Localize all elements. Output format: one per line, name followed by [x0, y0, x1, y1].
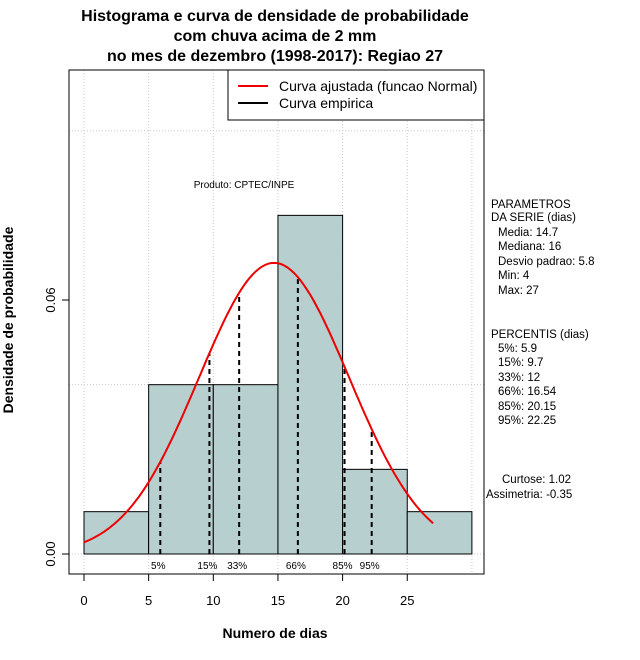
histogram-bar-1 — [83, 511, 150, 555]
percentile-lines-layer: 5% 15% 33% 66% 85% 95% — [151, 277, 380, 572]
y-tick-label: 0.06 — [43, 287, 58, 312]
side-panel: PARAMETROS DA SERIE (dias) Media: 14.7 M… — [486, 199, 595, 501]
percentil-66: 66%: 16.54 — [498, 386, 557, 398]
histogram-bar-5 — [342, 468, 408, 555]
legend-label-normal: Curva ajustada (funcao Normal) — [279, 78, 477, 94]
histogram-bar-3 — [212, 384, 279, 555]
chart-title-line-1: Histograma e curva de densidade de proba… — [81, 8, 469, 25]
x-tick-label: 0 — [80, 593, 87, 608]
histogram-bar-2 — [148, 384, 214, 555]
percentil-85: 85%: 20.15 — [498, 401, 556, 413]
histogram-bar-6 — [406, 511, 473, 555]
percentile-label: 66% — [286, 561, 306, 572]
percentil-95: 95%: 22.25 — [498, 415, 556, 427]
percentil-15: 15%: 9.7 — [498, 357, 543, 369]
chart-title-line-3: no mes de dezembro (1998-2017): Regiao 2… — [107, 48, 443, 65]
y-tick-label: 0.00 — [43, 541, 58, 566]
bars-layer — [83, 214, 473, 555]
legend: Curva ajustada (funcao Normal) Curva emp… — [227, 69, 485, 121]
percentil-33: 33%: 12 — [498, 372, 540, 384]
curtose-value: Curtose: 1.02 — [502, 474, 571, 486]
percentile-label: 15% — [197, 561, 217, 572]
param-desvio: Desvio padrao: 5.8 — [498, 256, 595, 268]
percentile-label: 5% — [151, 561, 166, 572]
x-tick-label: 5 — [145, 593, 152, 608]
param-mediana: Mediana: 16 — [498, 241, 561, 253]
assimetria-value: Assimetria: -0.35 — [486, 489, 572, 501]
legend-box — [227, 69, 485, 121]
chart-title-line-2: com chuva acima de 2 mm — [174, 28, 377, 45]
x-tick-label: 10 — [206, 593, 220, 608]
percentile-label: 95% — [360, 561, 380, 572]
x-tick-label: 15 — [271, 593, 285, 608]
percentile-label: 33% — [227, 561, 247, 572]
param-max: Max: 27 — [498, 285, 539, 297]
percentis-title: PERCENTIS (dias) — [491, 329, 589, 341]
histogram-bar-4 — [277, 214, 344, 555]
x-tick-label: 20 — [335, 593, 349, 608]
percentile-label: 85% — [333, 561, 353, 572]
curve-layer — [83, 261, 434, 544]
percentil-5: 5%: 5.9 — [498, 343, 537, 355]
param-media: Media: 14.7 — [498, 227, 558, 239]
normal-curve — [83, 261, 434, 544]
axis-layer: 0 5 10 15 20 25 0.00 0.06 — [43, 287, 414, 608]
params-title-1: PARAMETROS — [491, 199, 571, 211]
x-tick-label: 25 — [400, 593, 414, 608]
params-title-2: DA SERIE (dias) — [491, 212, 576, 224]
param-min: Min: 4 — [498, 270, 530, 282]
y-axis-title: Densidade de probabilidade — [0, 226, 16, 413]
product-annotation: Produto: CPTEC/INPE — [194, 180, 295, 191]
legend-label-empirical: Curva empirica — [279, 95, 373, 111]
x-axis-title: Numero de dias — [222, 625, 327, 641]
